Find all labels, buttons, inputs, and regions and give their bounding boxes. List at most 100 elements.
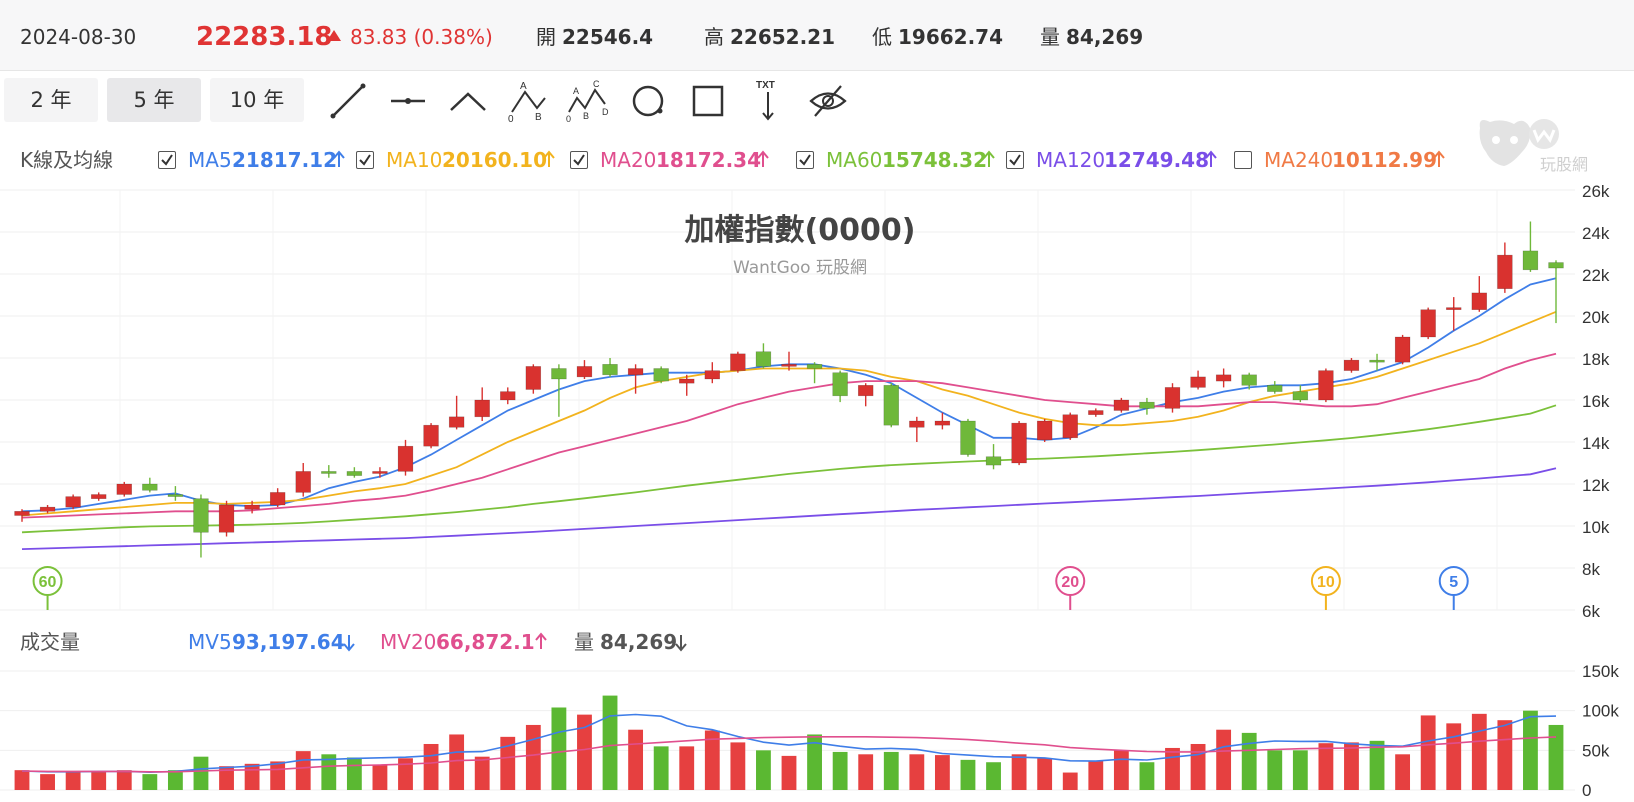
candle[interactable] [167, 486, 184, 501]
candle[interactable] [346, 467, 363, 478]
volume-bar[interactable] [730, 742, 746, 790]
candle[interactable] [1394, 334, 1411, 365]
volume-bar[interactable] [1267, 750, 1283, 790]
volume-bar[interactable] [65, 770, 81, 790]
ma-checkbox-ma60[interactable] [796, 151, 814, 169]
candle[interactable] [1241, 372, 1257, 390]
candle[interactable] [909, 416, 925, 442]
candle[interactable] [244, 500, 260, 514]
candle[interactable] [653, 366, 669, 384]
volume-bar[interactable] [91, 771, 107, 790]
candle[interactable] [1036, 418, 1053, 442]
volume-bar[interactable] [1446, 723, 1462, 790]
volume-bar[interactable] [1011, 754, 1027, 790]
volume-bar[interactable] [1190, 743, 1206, 790]
circle-tool-icon[interactable] [625, 78, 671, 124]
candle[interactable] [1164, 383, 1181, 413]
volume-bar[interactable] [40, 774, 55, 790]
candle[interactable] [730, 351, 746, 373]
candle[interactable] [679, 374, 695, 396]
candle[interactable] [551, 364, 567, 417]
ma-checkbox-ma5[interactable] [158, 151, 176, 169]
volume-bar[interactable] [346, 757, 362, 790]
candle[interactable] [116, 481, 132, 497]
candle[interactable] [1522, 221, 1539, 272]
ma-checkbox-ma20[interactable] [570, 151, 588, 169]
volume-bar[interactable] [142, 774, 158, 790]
volume-bar[interactable] [321, 754, 337, 790]
ma-checkbox-ma240[interactable] [1234, 151, 1252, 169]
candle[interactable] [806, 362, 823, 384]
candle[interactable] [1139, 397, 1155, 415]
candle[interactable] [1113, 397, 1130, 413]
period-5y-button[interactable]: 5 年 [107, 78, 201, 122]
volume-bar[interactable] [167, 770, 183, 790]
candle[interactable] [1369, 353, 1385, 371]
candle[interactable] [142, 477, 158, 493]
volume-bar[interactable] [1523, 710, 1538, 790]
volume-bar[interactable] [295, 751, 311, 790]
candle[interactable] [985, 444, 1002, 470]
volume-bar[interactable] [1113, 750, 1129, 790]
candle[interactable] [90, 492, 107, 501]
volume-bar[interactable] [474, 756, 490, 790]
candle[interactable] [1318, 368, 1334, 403]
candle[interactable] [832, 370, 848, 403]
candle[interactable] [576, 360, 593, 379]
volume-bar[interactable] [1037, 758, 1053, 790]
candle[interactable] [295, 463, 311, 497]
polyline-tool-icon[interactable] [445, 78, 491, 124]
volume-bar[interactable] [832, 751, 848, 790]
candle[interactable] [704, 362, 721, 384]
candle[interactable] [1190, 370, 1206, 390]
candle[interactable] [14, 509, 30, 522]
volume-bar[interactable] [500, 736, 516, 790]
line-tool-icon[interactable] [325, 78, 371, 124]
volume-bar[interactable] [1292, 750, 1308, 790]
candle[interactable] [1548, 260, 1564, 324]
candle[interactable] [423, 423, 439, 449]
volume-bar[interactable] [781, 755, 797, 790]
hide-drawings-icon[interactable] [805, 78, 851, 124]
volume-bar[interactable] [756, 750, 771, 790]
volume-bar[interactable] [525, 724, 541, 790]
candle[interactable] [1011, 421, 1027, 466]
candle[interactable] [960, 418, 976, 457]
volume-bar[interactable] [577, 714, 592, 790]
candle[interactable] [883, 383, 899, 428]
volume-bar[interactable] [653, 746, 669, 790]
candle[interactable] [65, 494, 81, 510]
volume-bar[interactable] [449, 734, 465, 790]
candle[interactable] [1497, 242, 1513, 293]
volume-bar[interactable] [679, 746, 695, 790]
ma-checkbox-ma120[interactable] [1006, 151, 1024, 169]
rectangle-tool-icon[interactable] [685, 78, 731, 124]
volume-bar[interactable] [244, 763, 260, 790]
candle[interactable] [1267, 381, 1283, 394]
candle[interactable] [1062, 412, 1078, 440]
volume-bar[interactable] [14, 770, 30, 790]
candle[interactable] [193, 494, 209, 558]
volume-bar[interactable] [960, 759, 976, 790]
period-10y-button[interactable]: 10 年 [210, 78, 304, 122]
volume-bar[interactable] [883, 751, 899, 790]
volume-bar[interactable] [1344, 742, 1359, 790]
volume-bar[interactable] [934, 755, 950, 790]
volume-bar[interactable] [1088, 760, 1104, 790]
candle[interactable] [218, 500, 235, 537]
candle[interactable] [269, 488, 286, 508]
candle[interactable] [781, 351, 797, 371]
volume-bar[interactable] [1497, 720, 1513, 790]
period-2y-button[interactable]: 2 年 [4, 78, 98, 122]
candle[interactable] [448, 395, 465, 430]
volume-bar[interactable] [807, 734, 822, 790]
ma-checkbox-ma10[interactable] [356, 151, 374, 169]
volume-bar[interactable] [1548, 724, 1564, 790]
candle[interactable] [321, 465, 337, 478]
candle[interactable] [755, 343, 772, 369]
volume-bar[interactable] [372, 764, 388, 790]
volume-bar[interactable] [1471, 713, 1487, 790]
text-arrow-tool-icon[interactable]: TXT [745, 78, 791, 124]
candle[interactable] [1471, 276, 1488, 312]
volume-bar[interactable] [116, 770, 132, 790]
